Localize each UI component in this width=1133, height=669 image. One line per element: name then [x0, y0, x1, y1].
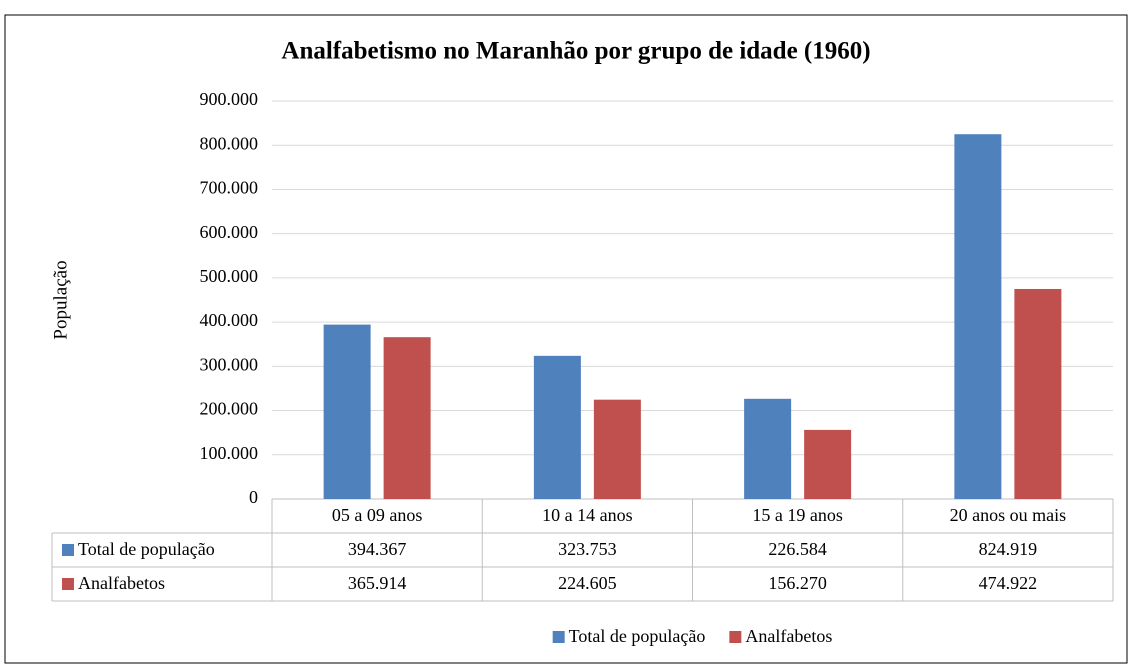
table-row-label: Total de população: [78, 539, 215, 559]
table-value: 474.922: [979, 573, 1038, 593]
chart-title: Analfabetismo no Maranhão por grupo de i…: [281, 38, 870, 65]
y-tick-label: 100.000: [200, 443, 259, 463]
bar: [1014, 288, 1062, 499]
y-tick-label: 0: [249, 487, 258, 507]
bar: [744, 398, 792, 499]
legend-key: [552, 631, 565, 643]
table-value: 323.753: [558, 539, 617, 559]
y-tick-label: 500.000: [200, 266, 259, 286]
x-tick-label: 15 a 19 anos: [752, 505, 842, 525]
bar: [593, 399, 641, 499]
y-tick-label: 400.000: [200, 310, 259, 330]
table-value: 365.914: [348, 573, 407, 593]
y-tick-label: 200.000: [200, 399, 259, 419]
x-tick-label: 05 a 09 anos: [332, 505, 422, 525]
x-tick-label: 20 anos ou mais: [950, 505, 1067, 525]
y-tick-label: 300.000: [200, 354, 259, 374]
bar: [804, 429, 852, 499]
x-tick-label: 10 a 14 anos: [542, 505, 632, 525]
table-value: 156.270: [768, 573, 827, 593]
table-value: 226.584: [768, 539, 827, 559]
y-tick-label: 800.000: [200, 133, 259, 153]
bar: [323, 324, 371, 499]
table-legend-key: [62, 578, 74, 590]
bar: [533, 355, 581, 499]
y-axis-label: População: [50, 260, 71, 339]
y-tick-label: 900.000: [200, 89, 259, 109]
y-tick-label: 600.000: [200, 222, 259, 242]
table-value: 394.367: [348, 539, 407, 559]
table-value: 824.919: [979, 539, 1038, 559]
bar: [954, 134, 1002, 499]
legend-label: Total de população: [569, 626, 706, 646]
chart-frame: [4, 14, 1128, 664]
bar: [383, 337, 431, 499]
legend-key: [729, 631, 742, 643]
table-row-label: Analfabetos: [78, 573, 165, 593]
legend-label: Analfabetos: [745, 626, 832, 646]
y-tick-label: 700.000: [200, 178, 259, 198]
table-legend-key: [62, 544, 74, 556]
table-value: 224.605: [558, 573, 617, 593]
